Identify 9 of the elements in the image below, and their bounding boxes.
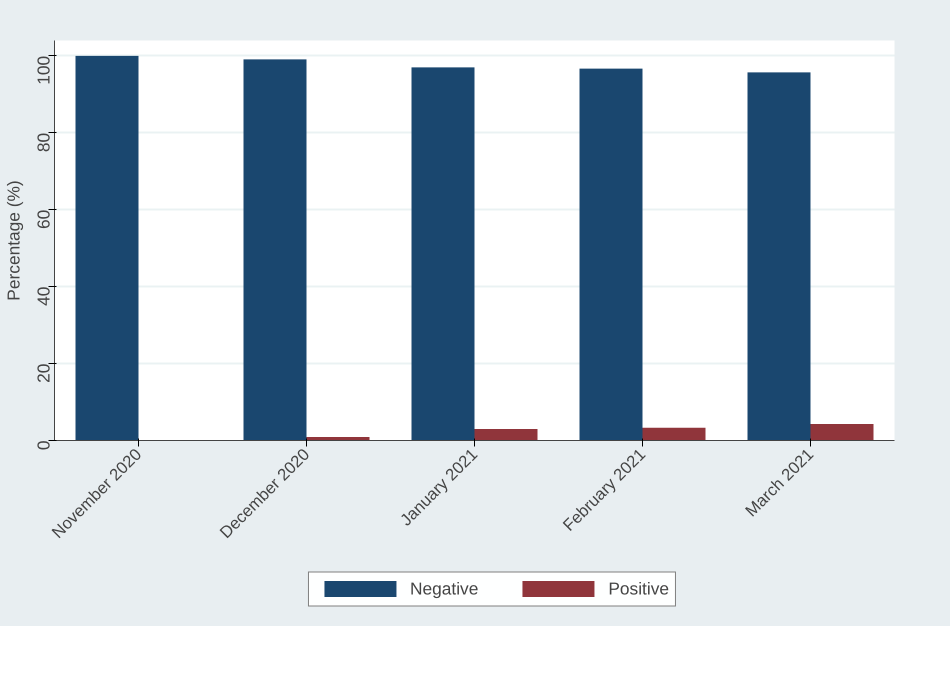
- legend-label: Negative: [410, 578, 478, 599]
- y-tick-label: 0: [34, 440, 54, 450]
- y-tick-label: 60: [34, 210, 54, 230]
- y-tick-label: 100: [34, 56, 54, 85]
- y-axis-title: Percentage (%): [4, 180, 24, 301]
- legend-label: Positive: [608, 578, 670, 599]
- y-tick-label: 40: [34, 286, 54, 306]
- y-tick-label: 80: [34, 132, 54, 152]
- y-tick-label: 20: [34, 364, 54, 383]
